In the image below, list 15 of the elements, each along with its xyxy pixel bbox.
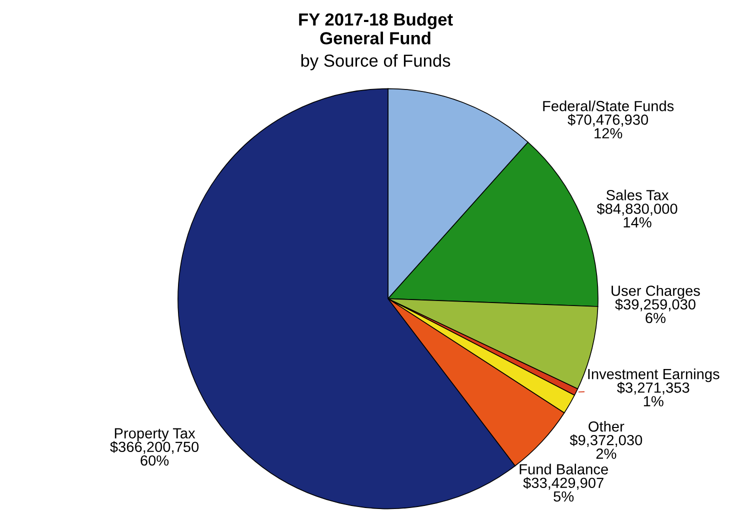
slice-label: Fund Balance — [520, 464, 608, 474]
data-label: $39,259,030 6% — [615, 298, 696, 324]
slice-label: Property Tax — [114, 428, 196, 442]
slice-label: Other — [588, 420, 624, 432]
data-label: $3,271,353 1% — [617, 382, 690, 406]
data-label: $366,200,750 60% — [110, 441, 199, 466]
chart-subtitle: by Source of Funds — [301, 54, 450, 70]
data-label: $9,372,030 2% — [570, 434, 642, 459]
data-label: $84,830,000 14% — [596, 202, 678, 228]
slice-label: Investment Earnings — [588, 368, 720, 382]
slice-label: Federal/State Funds — [543, 100, 674, 112]
slice-label: Sales Tax — [606, 190, 669, 200]
data-label: $70,476,930 12% — [568, 114, 648, 138]
data-label: $33,429,907 5% — [523, 477, 604, 502]
slice-label: User Charges — [612, 285, 700, 299]
